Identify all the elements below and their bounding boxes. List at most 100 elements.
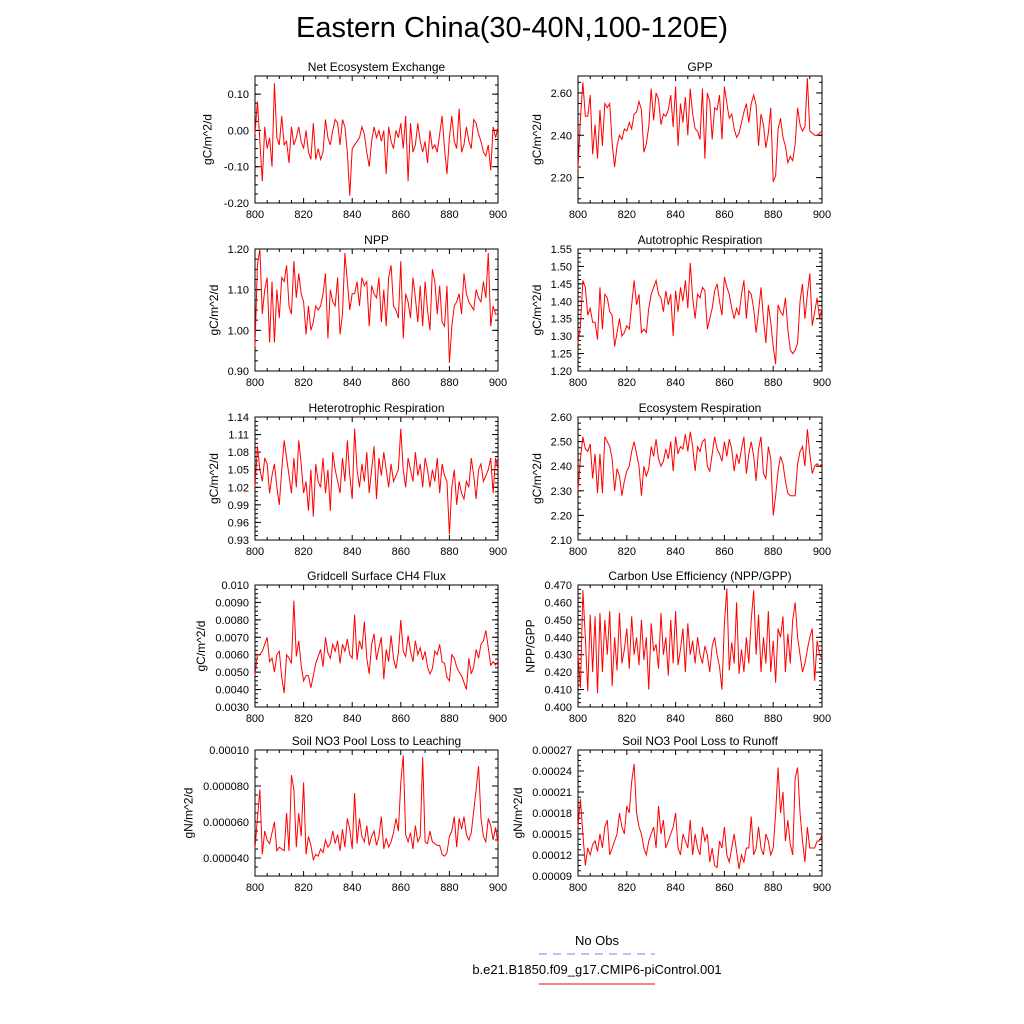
x-tick-label: 880 bbox=[764, 882, 782, 894]
y-tick-label: 1.45 bbox=[551, 279, 572, 291]
x-tick-label: 900 bbox=[813, 882, 831, 894]
y-tick-label: 0.000060 bbox=[203, 817, 249, 829]
series-line bbox=[577, 429, 823, 516]
y-axis-label: gC/m^2/d bbox=[530, 285, 544, 336]
y-tick-label: 0.0050 bbox=[215, 667, 249, 679]
y-tick-label: 0.0060 bbox=[215, 650, 249, 662]
x-tick-label: 800 bbox=[246, 546, 264, 558]
panel-title: Gridcell Surface CH4 Flux bbox=[307, 569, 446, 583]
x-tick-label: 800 bbox=[569, 377, 587, 389]
y-tick-label: 0.00021 bbox=[532, 787, 572, 799]
legend-model-line bbox=[539, 983, 655, 985]
y-tick-label: 0.000040 bbox=[203, 853, 249, 865]
x-tick-label: 820 bbox=[618, 546, 636, 558]
x-tick-label: 800 bbox=[246, 882, 264, 894]
y-tick-label: 1.02 bbox=[228, 482, 249, 494]
legend-obs-line bbox=[539, 953, 655, 955]
x-tick-label: 840 bbox=[343, 546, 361, 558]
x-tick-label: 900 bbox=[489, 546, 507, 558]
y-tick-label: 1.30 bbox=[551, 331, 572, 343]
y-tick-label: 1.11 bbox=[228, 430, 249, 442]
series-line bbox=[254, 83, 499, 196]
panel-1: Net Ecosystem Exchange 800 820 840 860 880 900… bbox=[201, 60, 508, 221]
x-tick-label: 900 bbox=[813, 546, 831, 558]
y-tick-label: 0.470 bbox=[544, 580, 572, 592]
y-tick-label: 1.10 bbox=[228, 285, 249, 297]
panel-title: Ecosystem Respiration bbox=[639, 401, 762, 415]
x-tick-label: 800 bbox=[569, 209, 587, 221]
x-tick-label: 840 bbox=[666, 377, 684, 389]
x-tick-label: 860 bbox=[715, 713, 733, 725]
series-line bbox=[577, 588, 823, 694]
panel-3: NPP 800 820 840 860 880 900 0.90 1.00 1.10 1.20 gC/… bbox=[207, 233, 507, 389]
legend-obs-label: No Obs bbox=[574, 933, 620, 948]
series-line bbox=[577, 262, 823, 365]
y-tick-label: 0.93 bbox=[228, 535, 249, 547]
panel-title: GPP bbox=[687, 60, 712, 74]
y-tick-label: 0.96 bbox=[228, 517, 249, 529]
y-tick-label: 1.00 bbox=[228, 325, 249, 337]
plot-frame bbox=[254, 75, 499, 204]
y-tick-label: 1.14 bbox=[228, 412, 249, 424]
x-tick-label: 880 bbox=[440, 882, 458, 894]
y-axis-label: gC/m^2/d bbox=[530, 453, 544, 504]
x-tick-label: 840 bbox=[666, 882, 684, 894]
x-tick-label: 860 bbox=[392, 546, 410, 558]
panel-title: Carbon Use Efficiency (NPP/GPP) bbox=[608, 569, 791, 583]
y-tick-label: -0.20 bbox=[224, 198, 249, 210]
panel-4: Autotrophic Respiration 800 820 840 860 880 90… bbox=[530, 233, 831, 389]
panel-title: Net Ecosystem Exchange bbox=[308, 60, 446, 74]
y-tick-label: 2.60 bbox=[551, 88, 572, 100]
y-tick-label: 0.00027 bbox=[532, 745, 572, 757]
x-tick-label: 880 bbox=[764, 546, 782, 558]
y-axis-label: gC/m^2/d bbox=[194, 621, 208, 672]
x-tick-label: 840 bbox=[343, 882, 361, 894]
y-tick-label: 1.05 bbox=[228, 465, 249, 477]
x-tick-label: 880 bbox=[440, 209, 458, 221]
x-tick-label: 820 bbox=[618, 209, 636, 221]
panel-10: Soil NO3 Pool Loss to Runoff 800 820 840 860… bbox=[511, 734, 831, 894]
y-tick-label: 2.40 bbox=[551, 130, 572, 142]
y-tick-label: 2.50 bbox=[551, 437, 572, 449]
panel-title: Autotrophic Respiration bbox=[638, 233, 763, 247]
x-tick-label: 820 bbox=[294, 882, 312, 894]
panel-title: Soil NO3 Pool Loss to Leaching bbox=[292, 734, 461, 748]
x-tick-label: 800 bbox=[569, 882, 587, 894]
x-tick-label: 900 bbox=[813, 377, 831, 389]
x-tick-label: 800 bbox=[569, 546, 587, 558]
y-tick-label: 0.0030 bbox=[215, 702, 249, 714]
y-tick-label: 0.0070 bbox=[215, 632, 249, 644]
series-line bbox=[577, 78, 823, 183]
x-tick-label: 800 bbox=[246, 713, 264, 725]
panel-9: Soil NO3 Pool Loss to Leaching 800 820 840 8… bbox=[182, 734, 508, 894]
panel-title: Soil NO3 Pool Loss to Runoff bbox=[622, 734, 779, 748]
y-tick-label: 2.20 bbox=[551, 510, 572, 522]
y-tick-label: 0.400 bbox=[544, 702, 572, 714]
x-tick-label: 820 bbox=[618, 713, 636, 725]
x-tick-label: 860 bbox=[392, 209, 410, 221]
y-tick-label: 0.010 bbox=[221, 580, 249, 592]
y-tick-label: 0.450 bbox=[544, 615, 572, 627]
y-tick-label: 0.10 bbox=[228, 89, 249, 101]
x-tick-label: 820 bbox=[618, 882, 636, 894]
x-tick-label: 880 bbox=[440, 546, 458, 558]
x-tick-label: 860 bbox=[715, 377, 733, 389]
x-tick-label: 900 bbox=[813, 209, 831, 221]
series-line bbox=[254, 248, 498, 363]
y-tick-label: 1.20 bbox=[551, 366, 572, 378]
x-tick-label: 860 bbox=[715, 209, 733, 221]
y-tick-label: 0.99 bbox=[228, 500, 249, 512]
x-tick-label: 880 bbox=[764, 377, 782, 389]
series-line bbox=[254, 600, 499, 694]
plot-frame bbox=[254, 584, 499, 708]
y-tick-label: 2.40 bbox=[551, 461, 572, 473]
y-axis-label: gC/m^2/d bbox=[207, 453, 221, 504]
y-tick-label: 0.00024 bbox=[532, 766, 572, 778]
x-tick-label: 860 bbox=[392, 713, 410, 725]
x-tick-label: 900 bbox=[489, 713, 507, 725]
y-tick-label: 0.440 bbox=[544, 632, 572, 644]
y-axis-label: NPP/GPP bbox=[524, 619, 538, 672]
x-tick-label: 860 bbox=[392, 377, 410, 389]
x-tick-label: 840 bbox=[666, 713, 684, 725]
